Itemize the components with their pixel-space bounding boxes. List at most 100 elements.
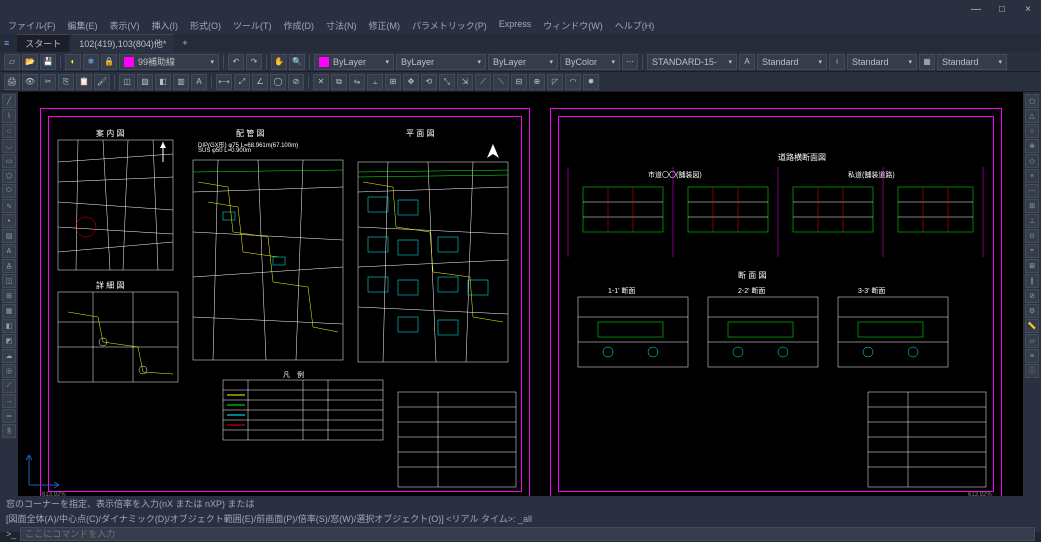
polygon-tool[interactable]: ⬠ — [2, 169, 16, 183]
plotcolor-dropdown[interactable]: ByColor — [560, 54, 620, 70]
donut-tool[interactable]: ◎ — [2, 364, 16, 378]
arc-tool[interactable]: ◡ — [2, 139, 16, 153]
join-icon[interactable]: ⊕ — [529, 74, 545, 90]
trim-icon[interactable]: ⟋ — [475, 74, 491, 90]
mtext-tool[interactable]: A̲ — [2, 259, 16, 273]
menu-file[interactable]: ファイル(F) — [4, 18, 60, 34]
layer-freeze-icon[interactable]: ❄ — [83, 54, 99, 70]
maximize-button[interactable]: □ — [993, 4, 1011, 15]
save-icon[interactable]: 💾 — [40, 54, 56, 70]
textstyle-icon[interactable]: A — [739, 54, 755, 70]
osnap-app-tool[interactable]: ⊠ — [1025, 259, 1039, 273]
table-tool[interactable]: ▦ — [2, 304, 16, 318]
osnap-int-tool[interactable]: × — [1025, 169, 1039, 183]
area-tool[interactable]: ▱ — [1025, 334, 1039, 348]
cut-icon[interactable]: ✂ — [40, 74, 56, 90]
tablestyle-icon[interactable]: ▦ — [919, 54, 935, 70]
linetype-dropdown[interactable]: ByLayer — [396, 54, 486, 70]
chamfer-icon[interactable]: ◸ — [547, 74, 563, 90]
menu-tools[interactable]: ツール(T) — [229, 18, 276, 34]
xline-tool[interactable]: ⟋ — [2, 379, 16, 393]
explode-icon[interactable]: ✸ — [583, 74, 599, 90]
rotate-icon[interactable]: ⟲ — [421, 74, 437, 90]
move-icon[interactable]: ✥ — [403, 74, 419, 90]
redo-icon[interactable]: ↷ — [246, 54, 262, 70]
osnap-set-tool[interactable]: ⚙ — [1025, 304, 1039, 318]
helix-tool[interactable]: § — [2, 424, 16, 438]
revision-tool[interactable]: ☁ — [2, 349, 16, 363]
circle-tool[interactable]: ○ — [2, 124, 16, 138]
match-icon[interactable]: 🖌 — [94, 74, 110, 90]
pan-icon[interactable]: ✋ — [271, 54, 287, 70]
offset-icon[interactable]: ⫠ — [367, 74, 383, 90]
osnap-node-tool[interactable]: ⊗ — [1025, 139, 1039, 153]
menu-dimension[interactable]: 寸法(N) — [322, 18, 361, 34]
model-space[interactable]: 案 内 図 配 管 図 平 面 図 詳 細 図 凡 例 DIP(GX形) φ75… — [18, 92, 1023, 496]
measure-tool[interactable]: 📏 — [1025, 319, 1039, 333]
dim-angular-icon[interactable]: ∠ — [252, 74, 268, 90]
dim-aligned-icon[interactable]: ⤢ — [234, 74, 250, 90]
region-tool[interactable]: ◧ — [2, 319, 16, 333]
text-tool[interactable]: A — [2, 244, 16, 258]
array-icon[interactable]: ⊞ — [385, 74, 401, 90]
menu-insert[interactable]: 挿入(I) — [148, 18, 183, 34]
rect-tool[interactable]: ▭ — [2, 154, 16, 168]
dim-linear-icon[interactable]: ⟷ — [216, 74, 232, 90]
menu-view[interactable]: 表示(V) — [106, 18, 144, 34]
tab-active-drawing[interactable]: 102(419),103(804)他* — [71, 34, 174, 52]
mline-tool[interactable]: ═ — [2, 409, 16, 423]
osnap-quad-tool[interactable]: ◇ — [1025, 154, 1039, 168]
lineweight-dropdown[interactable]: ByLayer — [488, 54, 558, 70]
zoom-icon[interactable]: 🔍 — [289, 54, 305, 70]
command-input[interactable] — [20, 527, 1035, 541]
layer-lock-icon[interactable]: 🔒 — [101, 54, 117, 70]
erase-icon[interactable]: ✕ — [313, 74, 329, 90]
copy-icon[interactable]: ⎘ — [58, 74, 74, 90]
hatch-icon[interactable]: ▨ — [137, 74, 153, 90]
menu-modify[interactable]: 修正(M) — [365, 18, 405, 34]
mleaderstyle-dropdown[interactable]: Standard — [937, 54, 1007, 70]
stretch-icon[interactable]: ⇲ — [457, 74, 473, 90]
hatch-tool[interactable]: ▨ — [2, 229, 16, 243]
break-icon[interactable]: ⊟ — [511, 74, 527, 90]
layer-dropdown[interactable]: 99補助線 — [119, 54, 219, 70]
osnap-ins-tool[interactable]: ⊞ — [1025, 199, 1039, 213]
menu-parametric[interactable]: パラメトリック(P) — [408, 18, 491, 34]
id-tool[interactable]: ⓘ — [1025, 364, 1039, 378]
tablestyle-dropdown[interactable]: Standard — [847, 54, 917, 70]
scale-icon[interactable]: ⤡ — [439, 74, 455, 90]
osnap-mid-tool[interactable]: △ — [1025, 109, 1039, 123]
dim-diameter-icon[interactable]: ⊘ — [288, 74, 304, 90]
point-tool[interactable]: • — [2, 214, 16, 228]
properties-icon[interactable]: ⋯ — [622, 54, 638, 70]
dimstyle-dropdown[interactable]: Standard — [757, 54, 827, 70]
osnap-end-tool[interactable]: ◻ — [1025, 94, 1039, 108]
minimize-button[interactable]: — — [967, 4, 985, 15]
preview-icon[interactable]: 👁 — [22, 74, 38, 90]
insert-tool[interactable]: ⊞ — [2, 289, 16, 303]
close-button[interactable]: × — [1019, 4, 1037, 15]
list-tool[interactable]: ≡ — [1025, 349, 1039, 363]
wipeout-tool[interactable]: ◩ — [2, 334, 16, 348]
tab-start[interactable]: スタート — [17, 34, 69, 52]
osnap-ext-tool[interactable]: ⋯ — [1025, 184, 1039, 198]
osnap-tan-tool[interactable]: ⊙ — [1025, 229, 1039, 243]
ray-tool[interactable]: → — [2, 394, 16, 408]
menu-window[interactable]: ウィンドウ(W) — [539, 18, 607, 34]
paste-icon[interactable]: 📋 — [76, 74, 92, 90]
pline-tool[interactable]: ⌇ — [2, 109, 16, 123]
ellipse-tool[interactable]: ⬭ — [2, 184, 16, 198]
table-icon[interactable]: ▥ — [173, 74, 189, 90]
open-icon[interactable]: 📂 — [22, 54, 38, 70]
block-tool[interactable]: ◫ — [2, 274, 16, 288]
block-icon[interactable]: ◫ — [119, 74, 135, 90]
dimstyle-icon[interactable]: ⟊ — [829, 54, 845, 70]
osnap-near-tool[interactable]: ⌖ — [1025, 244, 1039, 258]
undo-icon[interactable]: ↶ — [228, 54, 244, 70]
app-menu-icon[interactable]: ≡ — [4, 38, 9, 48]
menu-express[interactable]: Express — [495, 18, 536, 34]
osnap-none-tool[interactable]: ⊘ — [1025, 289, 1039, 303]
print-icon[interactable]: 🖨 — [4, 74, 20, 90]
copy2-icon[interactable]: ⧉ — [331, 74, 347, 90]
menu-edit[interactable]: 編集(E) — [64, 18, 102, 34]
